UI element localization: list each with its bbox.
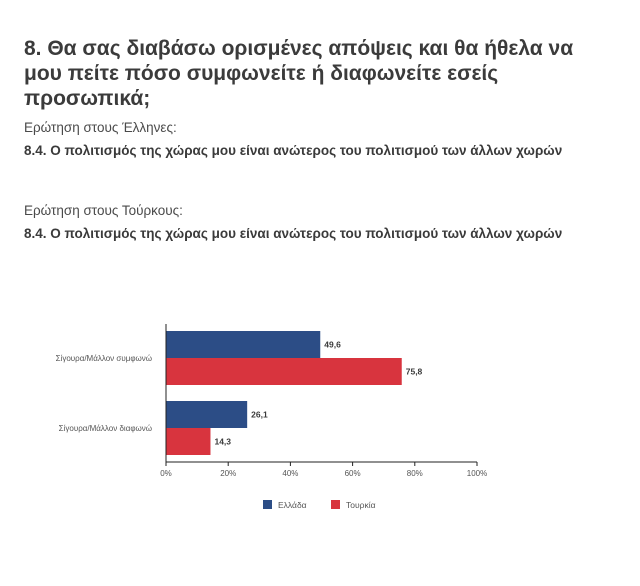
legend-label: Ελλάδα <box>278 500 307 510</box>
bar-turkey-0 <box>166 358 402 385</box>
category-label: Σίγουρα/Μάλλον διαφωνώ <box>59 424 152 433</box>
x-tick-label: 0% <box>160 469 172 478</box>
turks-question-label: Ερώτηση στους Τούρκους: <box>24 203 183 218</box>
x-tick-label: 40% <box>282 469 298 478</box>
data-label: 26,1 <box>251 410 268 420</box>
question-title: 8. Θα σας διαβάσω ορισμένες απόψεις και … <box>24 37 574 110</box>
legend-swatch-turkey <box>331 500 340 509</box>
x-tick-label: 80% <box>407 469 423 478</box>
x-tick-label: 20% <box>220 469 236 478</box>
bar-turkey-1 <box>166 428 211 455</box>
turks-statement: 8.4. Ο πολιτισμός της χώρας μου είναι αν… <box>24 226 563 241</box>
greeks-statement: 8.4. Ο πολιτισμός της χώρας μου είναι αν… <box>24 143 563 158</box>
bar-greece-0 <box>166 331 321 358</box>
data-label: 75,8 <box>406 367 423 377</box>
greeks-question-label: Ερώτηση στους Έλληνες: <box>24 120 177 135</box>
data-label: 14,3 <box>214 437 231 447</box>
x-tick-label: 100% <box>467 469 487 478</box>
x-tick-label: 60% <box>345 469 361 478</box>
data-label: 49,6 <box>324 340 341 350</box>
bar-greece-1 <box>166 401 248 428</box>
legend-swatch-greece <box>263 500 272 509</box>
category-label: Σίγουρα/Μάλλον συμφωνώ <box>56 354 152 363</box>
legend-label: Τουρκία <box>346 500 376 510</box>
